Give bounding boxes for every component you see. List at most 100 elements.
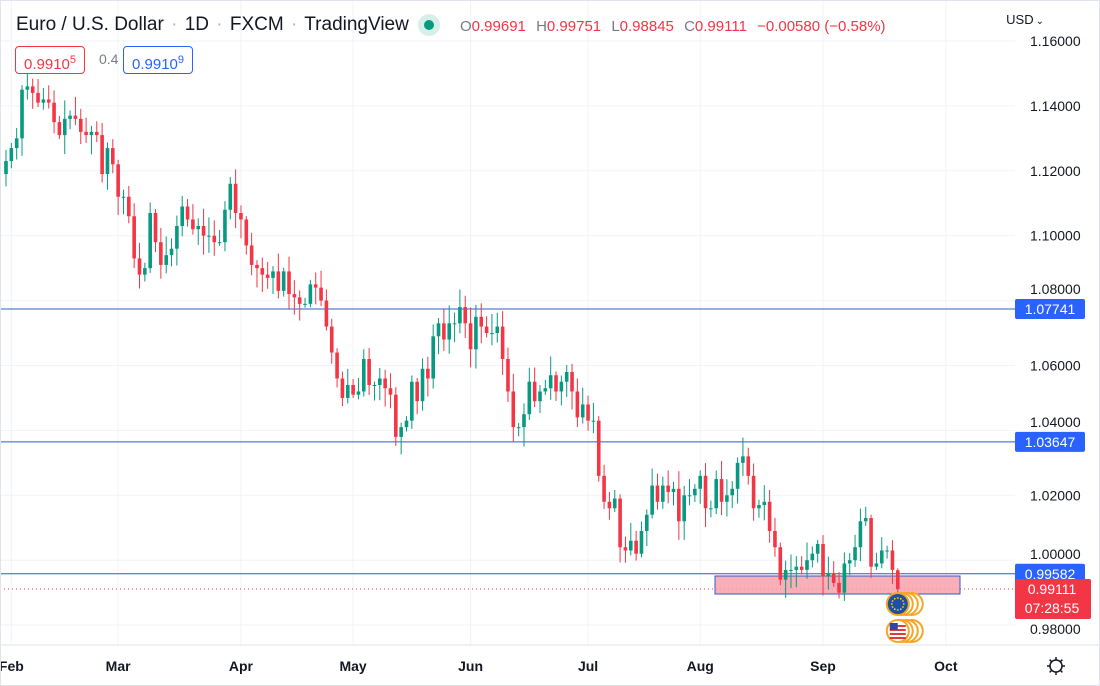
candle-body [554, 375, 558, 392]
candle-body [693, 488, 697, 496]
candle-body [169, 248, 174, 256]
candle [634, 530, 638, 561]
price-axis[interactable]: 1.16000 1.14000 1.12000 1.10000 1.08000 1.060… [1015, 33, 1091, 637]
candle [185, 198, 190, 227]
interval[interactable]: 1D [184, 14, 210, 35]
candle [89, 125, 94, 155]
candle-body [890, 550, 895, 570]
candle [628, 522, 633, 556]
candle-body [36, 92, 40, 103]
symbol-name: Euro / U.S. Dollar [16, 14, 164, 35]
candle-body [895, 570, 900, 590]
candle [559, 375, 564, 406]
candle-body [831, 573, 836, 583]
chart-title[interactable]: Euro / U.S. Dollar · 1D · FXCM · Trading… [16, 14, 409, 35]
candle [25, 73, 30, 100]
candle [281, 267, 286, 297]
exchange: FXCM [229, 14, 284, 35]
candle-body [442, 323, 446, 340]
candle-body [201, 225, 206, 236]
economic-events[interactable] [885, 592, 924, 643]
candle [815, 539, 820, 563]
candle [388, 373, 393, 409]
candle [217, 229, 222, 246]
candle-body [543, 388, 548, 392]
candle [116, 159, 120, 216]
candle-body [511, 391, 516, 428]
candle-body [351, 384, 355, 395]
buy-button[interactable]: 0.99109 [123, 46, 194, 74]
candle [46, 85, 51, 109]
low-value: 0.98845 [619, 18, 674, 35]
candle [62, 100, 67, 155]
candle [719, 460, 724, 516]
candle [858, 508, 863, 562]
candle [554, 371, 558, 402]
eu-star [893, 597, 896, 600]
level-price-tag-bg [1015, 299, 1085, 320]
candle [751, 463, 756, 521]
currency-selector[interactable]: USD ⌄ [1006, 12, 1044, 27]
close-value: 0.99111 [694, 18, 747, 35]
candle-body [666, 485, 670, 493]
candle-body [645, 514, 649, 531]
candle-body [671, 488, 676, 493]
candle-body [778, 547, 783, 580]
candle-body [41, 99, 46, 103]
candle [853, 534, 857, 567]
candle [121, 189, 126, 215]
candle [495, 312, 500, 343]
candle-body [249, 245, 254, 265]
candle [596, 416, 601, 482]
candle-body [271, 271, 275, 278]
candle-body [596, 420, 601, 476]
candle [239, 205, 243, 239]
us-flag-icon[interactable] [885, 619, 924, 643]
gear-icon[interactable] [1047, 657, 1065, 675]
candle [41, 88, 46, 110]
candle [111, 139, 115, 174]
candle-body [447, 323, 452, 340]
candle [84, 117, 88, 143]
candle [223, 201, 227, 252]
candle [863, 506, 868, 527]
candle-body [255, 264, 259, 269]
sell-button[interactable]: 0.99105 [15, 46, 86, 74]
candle [361, 349, 366, 397]
candle-body [735, 462, 740, 489]
market-open-status-icon [418, 14, 440, 36]
candle-body [618, 498, 622, 548]
candle-body [661, 485, 665, 502]
candle-body [319, 287, 323, 301]
candle-body [4, 161, 8, 175]
candle [191, 204, 195, 235]
candle-body [858, 521, 863, 548]
time-axis[interactable]: Feb Mar Apr May Jun Jul Aug Sep Oct [0, 658, 958, 674]
candle [255, 260, 259, 288]
candle-body [527, 381, 532, 415]
candle-body [217, 242, 222, 244]
candle-body [260, 268, 265, 275]
candle-body [757, 505, 761, 509]
candle [746, 447, 751, 485]
eu-star [891, 606, 894, 608]
candle-body [714, 479, 719, 509]
candle [463, 295, 468, 338]
candle-body [105, 148, 110, 175]
candle [698, 470, 702, 504]
candle-body [874, 563, 879, 567]
time-tick-label: Feb [0, 658, 24, 674]
candle [885, 545, 889, 559]
eu-flag-icon[interactable] [885, 592, 924, 616]
source: TradingView [304, 14, 409, 35]
candle-body [687, 495, 692, 497]
candle-body [853, 547, 857, 561]
candle-body [276, 271, 281, 291]
candle [143, 262, 147, 282]
candle-body [730, 488, 735, 496]
candle [666, 470, 670, 504]
candle-body [159, 242, 163, 265]
candle-body [559, 381, 564, 392]
candle [506, 347, 510, 402]
